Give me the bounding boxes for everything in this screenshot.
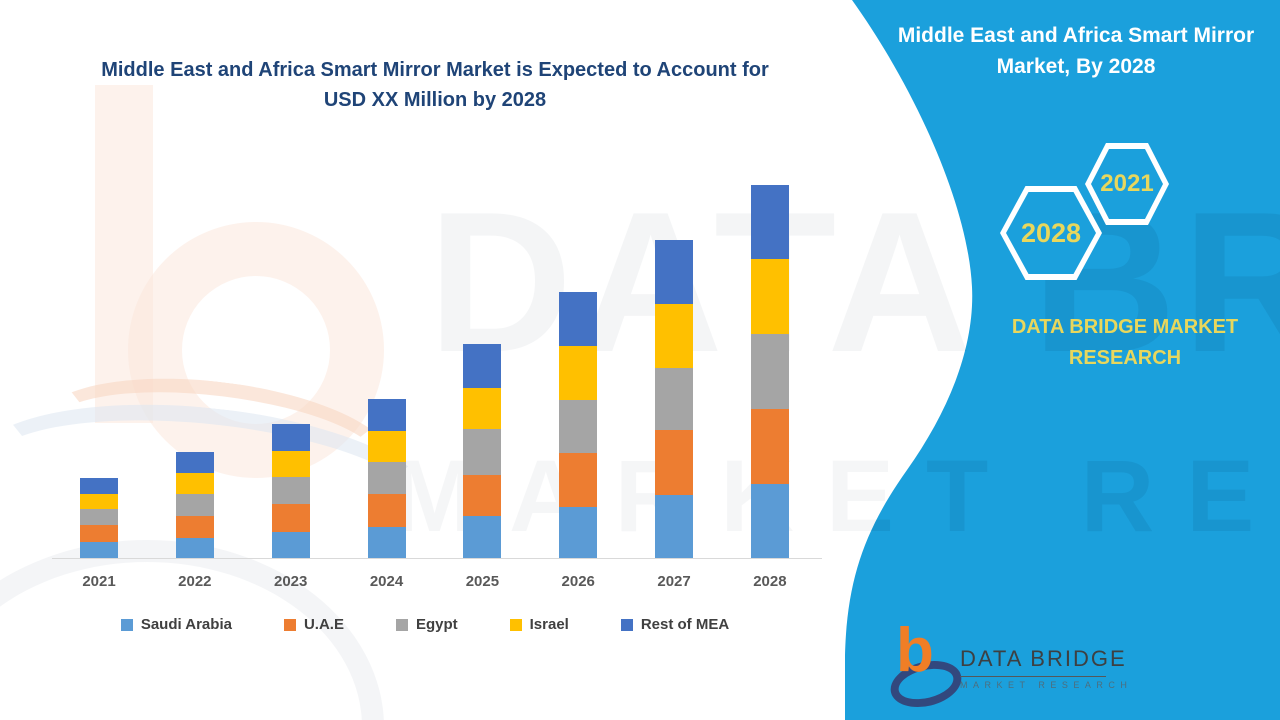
bar-segment-2025-u-a-e bbox=[463, 475, 502, 516]
bar-segment-2023-egypt bbox=[271, 477, 310, 504]
panel-title: Middle East and Africa Smart Mirror Mark… bbox=[880, 20, 1272, 82]
legend-label: U.A.E bbox=[303, 616, 344, 633]
bar-segment-2022-saudi-arabia bbox=[175, 538, 214, 558]
logo-divider bbox=[960, 676, 1106, 677]
bar-segment-2021-rest-of-mea bbox=[80, 478, 118, 494]
bar-2023: 2023 bbox=[271, 183, 310, 590]
bar-segment-2021-saudi-arabia bbox=[80, 542, 118, 558]
bar-segment-2027-egypt bbox=[655, 368, 694, 430]
legend-item-saudi-arabia: Saudi Arabia bbox=[120, 616, 232, 633]
plot-area: 2021 2022 2023 2024 2025 2026 2027 2028 bbox=[80, 183, 789, 590]
hexagon-badge-2028-label: 2028 bbox=[1006, 192, 1096, 274]
x-axis-label-2021: 2021 bbox=[82, 573, 116, 590]
bar-segment-2028-israel bbox=[750, 259, 789, 334]
bar-2028: 2028 bbox=[750, 183, 789, 590]
bar-segment-2023-israel bbox=[271, 451, 310, 477]
bar-segment-2026-rest-of-mea bbox=[559, 292, 598, 346]
bar-segment-2027-israel bbox=[655, 304, 694, 368]
x-axis-label-2022: 2022 bbox=[178, 573, 212, 590]
x-axis-label-2023: 2023 bbox=[274, 573, 308, 590]
bar-segment-2022-u-a-e bbox=[175, 516, 214, 538]
bar-segment-2025-israel bbox=[463, 388, 502, 429]
bar-segment-2026-saudi-arabia bbox=[559, 507, 598, 558]
x-axis-label-2025: 2025 bbox=[465, 573, 500, 590]
legend-label: Saudi Arabia bbox=[140, 616, 232, 633]
bar-segment-2024-israel bbox=[367, 431, 406, 462]
bar-segment-2027-u-a-e bbox=[655, 430, 694, 495]
logo-subtitle: MARKET RESEARCH bbox=[960, 680, 1133, 690]
bar-segment-2024-u-a-e bbox=[367, 494, 406, 527]
x-axis-label-2026: 2026 bbox=[561, 573, 595, 590]
hexagon-badge-2021: 2021 bbox=[1085, 143, 1169, 225]
brand-text-line2: RESEARCH bbox=[1068, 347, 1182, 369]
bar-segment-2023-u-a-e bbox=[271, 504, 310, 532]
legend-swatch-icon bbox=[509, 618, 522, 631]
bar-segment-2024-rest-of-mea bbox=[367, 399, 406, 431]
legend-label: Egypt bbox=[415, 616, 458, 633]
legend-swatch-icon bbox=[120, 618, 133, 631]
bar-segment-2024-egypt bbox=[367, 462, 406, 494]
bar-segment-2023-saudi-arabia bbox=[271, 532, 310, 558]
bar-segment-2021-egypt bbox=[80, 509, 118, 525]
bar-segment-2028-egypt bbox=[750, 334, 789, 409]
bar-2022: 2022 bbox=[175, 183, 214, 590]
bar-2026: 2026 bbox=[559, 183, 598, 590]
legend-swatch-icon bbox=[283, 618, 296, 631]
legend-label: Rest of MEA bbox=[640, 616, 730, 633]
panel-title-line2: Market, By 2028 bbox=[996, 55, 1156, 78]
bar-segment-2025-egypt bbox=[463, 429, 502, 475]
legend-item-u-a-e: U.A.E bbox=[283, 616, 344, 633]
x-axis-label-2028: 2028 bbox=[753, 573, 787, 590]
chart-title: Middle East and Africa Smart Mirror Mark… bbox=[45, 55, 825, 115]
legend-item-rest-of-mea: Rest of MEA bbox=[620, 616, 730, 633]
bar-segment-2028-u-a-e bbox=[750, 409, 789, 484]
brand-text: DATA BRIDGE MARKET RESEARCH bbox=[975, 312, 1275, 374]
panel-title-line1: Middle East and Africa Smart Mirror bbox=[897, 24, 1255, 47]
bar-segment-2027-rest-of-mea bbox=[655, 240, 694, 304]
bar-2024: 2024 bbox=[367, 183, 406, 590]
bar-segment-2026-u-a-e bbox=[559, 453, 598, 507]
bar-segment-2022-egypt bbox=[175, 494, 214, 516]
brand-text-line1: DATA BRIDGE MARKET bbox=[1011, 316, 1239, 338]
logo-text-block: DATA BRIDGE MARKET RESEARCH bbox=[960, 646, 1132, 690]
x-axis-label-2027: 2027 bbox=[657, 573, 691, 590]
bar-segment-2023-rest-of-mea bbox=[271, 424, 310, 451]
bar-2025: 2025 bbox=[463, 183, 502, 590]
bar-segment-2025-saudi-arabia bbox=[463, 516, 502, 558]
legend-swatch-icon bbox=[620, 618, 633, 631]
data-bridge-logo: b DATA BRIDGE MARKET RESEARCH bbox=[890, 632, 1150, 708]
bar-segment-2027-saudi-arabia bbox=[655, 495, 694, 558]
bar-2027: 2027 bbox=[655, 183, 694, 590]
bar-segment-2026-egypt bbox=[559, 400, 598, 453]
bar-segment-2024-saudi-arabia bbox=[367, 527, 406, 558]
bar-segment-2021-israel bbox=[80, 494, 118, 509]
bar-segment-2026-israel bbox=[559, 346, 598, 400]
legend-swatch-icon bbox=[395, 618, 408, 631]
hexagon-badge-2021-label: 2021 bbox=[1091, 149, 1163, 219]
chart-title-line2: USD XX Million by 2028 bbox=[323, 89, 547, 111]
bar-segment-2028-saudi-arabia bbox=[750, 484, 789, 558]
x-axis-label-2024: 2024 bbox=[369, 573, 404, 590]
chart-legend: Saudi Arabia U.A.E Egypt Israel Rest of MEA bbox=[60, 616, 790, 633]
logo-name: DATA BRIDGE bbox=[960, 646, 1127, 671]
legend-item-israel: Israel bbox=[509, 616, 569, 633]
bar-segment-2021-u-a-e bbox=[80, 525, 118, 542]
bar-segment-2025-rest-of-mea bbox=[463, 344, 502, 388]
legend-label: Israel bbox=[529, 616, 569, 633]
bar-segment-2022-rest-of-mea bbox=[175, 452, 214, 473]
bar-2021: 2021 bbox=[80, 183, 118, 590]
legend-item-egypt: Egypt bbox=[395, 616, 458, 633]
chart-title-line1: Middle East and Africa Smart Mirror Mark… bbox=[101, 59, 769, 81]
bar-segment-2028-rest-of-mea bbox=[750, 185, 789, 259]
logo-b-icon: b bbox=[896, 616, 934, 685]
bar-segment-2022-israel bbox=[175, 473, 214, 494]
x-axis-line bbox=[52, 558, 822, 559]
